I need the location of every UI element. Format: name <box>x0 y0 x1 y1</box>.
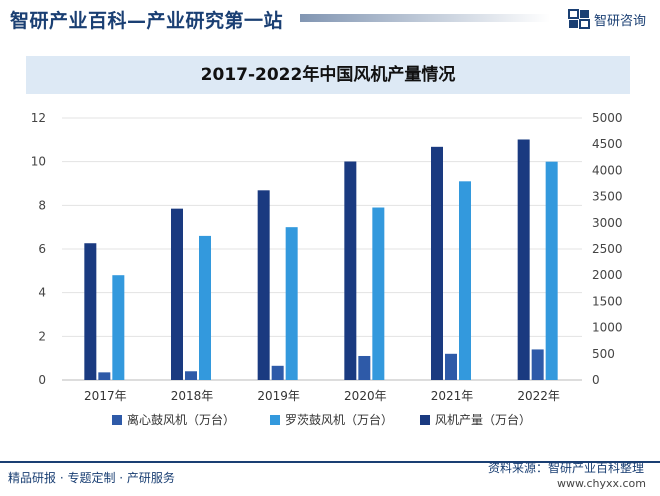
bar-3 <box>171 208 183 380</box>
bar-3 <box>257 190 270 380</box>
y-right-tick-label: 2500 <box>592 242 623 256</box>
y-left-tick-label: 12 <box>31 111 46 125</box>
y-right-tick-label: 4500 <box>592 137 623 151</box>
brand-logo-icon <box>567 9 590 29</box>
y-right-tick-label: 0 <box>592 373 600 387</box>
y-right-tick-label: 5000 <box>592 111 623 125</box>
bar-3 <box>431 146 443 380</box>
y-left-tick-label: 0 <box>38 373 46 387</box>
legend-swatch <box>270 415 280 425</box>
x-tick-label: 2019年 <box>257 389 300 403</box>
legend-label: 罗茨鼓风机（万台） <box>285 412 393 427</box>
legend-swatch <box>420 415 430 425</box>
chart-title-band: 2017-2022年中国风机产量情况 <box>26 56 630 94</box>
bar-3 <box>84 243 97 380</box>
bar-2 <box>459 181 471 380</box>
legend-label: 风机产量（万台） <box>435 412 531 427</box>
header-title: 智研产业百科—产业研究第一站 <box>10 10 284 32</box>
y-right-tick-label: 1000 <box>592 321 623 335</box>
brand-block[interactable]: 智研咨询 <box>567 8 646 30</box>
bar-2 <box>372 207 385 380</box>
footer-url[interactable]: www.chyxx.com <box>556 477 646 490</box>
y-left-tick-label: 2 <box>38 329 46 343</box>
legend-label: 离心鼓风机（万台） <box>127 412 235 427</box>
x-tick-label: 2022年 <box>517 389 560 403</box>
bar-2 <box>112 275 125 380</box>
bar-1 <box>98 372 111 380</box>
bar-3 <box>517 139 530 380</box>
header-stripe <box>300 14 550 22</box>
y-right-tick-label: 4000 <box>592 163 623 177</box>
x-tick-label: 2018年 <box>171 389 214 403</box>
bar-3 <box>344 161 357 380</box>
legend-swatch <box>112 415 122 425</box>
bar-2 <box>285 227 298 380</box>
chart-title: 2017-2022年中国风机产量情况 <box>200 65 456 85</box>
x-tick-label: 2021年 <box>431 389 474 403</box>
bar-2 <box>199 235 211 380</box>
x-tick-label: 2017年 <box>84 389 127 403</box>
y-right-tick-label: 3500 <box>592 190 623 204</box>
y-left-tick-label: 8 <box>38 198 46 212</box>
y-right-tick-label: 500 <box>592 347 615 361</box>
header-left: 智研产业百科—产业研究第一站 <box>10 6 283 33</box>
bar-1 <box>358 355 371 380</box>
y-left-tick-label: 4 <box>38 286 46 300</box>
bar-1 <box>185 371 197 380</box>
y-right-tick-label: 3000 <box>592 216 623 230</box>
bar-1 <box>531 349 544 380</box>
brand-name: 智研咨询 <box>593 13 646 29</box>
bar-1 <box>445 353 457 380</box>
header-bar: 智研产业百科—产业研究第一站 智研咨询 <box>0 0 660 36</box>
y-left-tick-label: 10 <box>31 155 46 169</box>
y-right-tick-label: 1500 <box>592 294 623 308</box>
footer-services: 精品研报 · 专题定制 · 产研服务 <box>8 471 175 485</box>
footer-divider <box>0 461 660 463</box>
footer-source: 资料来源：智研产业百科整理 <box>487 461 644 475</box>
y-right-tick-label: 2000 <box>592 268 623 282</box>
bar-2 <box>545 161 558 380</box>
y-left-tick-label: 6 <box>38 242 46 256</box>
bar-chart: 0 2 4 6 8 10 12 0 500 1000 1500 2000 2500 3000 3500 400… <box>31 111 623 427</box>
bar-1 <box>271 365 284 380</box>
x-tick-label: 2020年 <box>344 389 387 403</box>
